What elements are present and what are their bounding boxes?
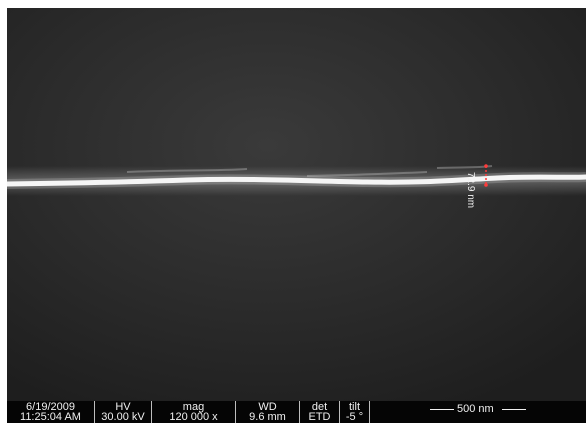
hv-value: 30.00 kV: [101, 411, 145, 423]
wd-value: 9.6 mm: [249, 411, 286, 423]
measurement-marker-bottom: [484, 183, 488, 187]
scale-bar-right: [502, 409, 526, 410]
wd-cell: WD 9.6 mm: [236, 401, 300, 423]
tilt-value: -5 °: [345, 411, 364, 423]
mag-label: mag: [182, 401, 205, 413]
measurement-label: 72.9 nm: [465, 172, 476, 209]
det-label: det: [311, 401, 328, 413]
scale-bar-left: [430, 409, 454, 410]
sem-micrograph: [7, 8, 586, 401]
scale-bar-label: 500 nm: [457, 403, 494, 415]
fiber-strand: [7, 174, 586, 187]
scale-bar-cell: 500 nm: [370, 401, 586, 423]
sem-image-frame: 72.9 nm 6/19/2009 11:25:04 AM HV 30.00 k…: [7, 8, 586, 423]
fiber-halo: [7, 172, 586, 189]
mag-value: 120 000 x: [169, 411, 218, 423]
date-value: 6/19/2009: [26, 401, 75, 413]
measurement-marker-top: [484, 164, 488, 168]
time-value: 11:25:04 AM: [20, 411, 81, 423]
tilt-label: tilt: [349, 401, 360, 413]
det-cell: det ETD: [300, 401, 340, 423]
wd-label: WD: [258, 401, 277, 413]
micrograph-background: [7, 8, 586, 401]
tilt-cell: tilt -5 °: [340, 401, 370, 423]
sem-databar: 6/19/2009 11:25:04 AM HV 30.00 kV mag 12…: [7, 401, 586, 423]
det-value: ETD: [308, 411, 331, 423]
hv-label: HV: [115, 401, 131, 413]
hv-cell: HV 30.00 kV: [95, 401, 152, 423]
date-time-cell: 6/19/2009 11:25:04 AM: [7, 401, 95, 423]
fiber-surface-texture: [126, 165, 493, 177]
mag-cell: mag 120 000 x: [152, 401, 236, 423]
